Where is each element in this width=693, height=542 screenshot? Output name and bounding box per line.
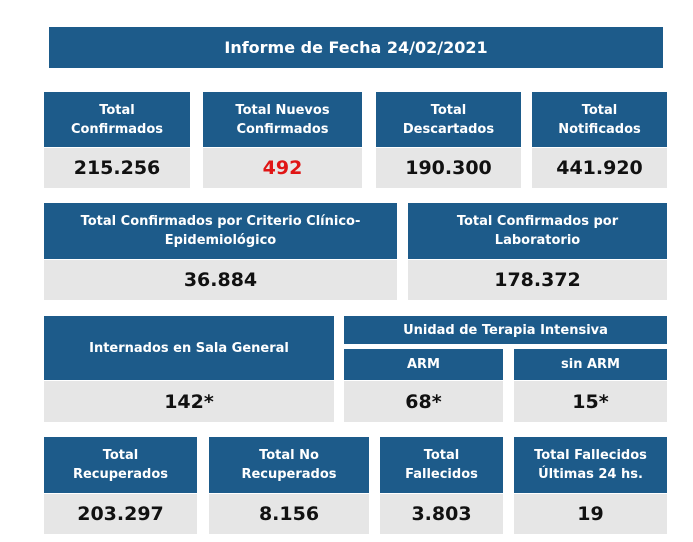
total-recuperados-value: 203.297 <box>44 494 197 534</box>
total-recuperados-label: Total Recuperados <box>44 437 197 493</box>
total-nuevos-confirmados-label: Total Nuevos Confirmados <box>203 92 362 147</box>
total-notificados-label: Total Notificados <box>532 92 667 147</box>
arm-value: 68* <box>344 381 503 422</box>
criterio-clinico-label: Total Confirmados por Criterio Clínico- … <box>44 203 397 259</box>
total-confirmados-label: Total Confirmados <box>44 92 190 147</box>
laboratorio-label: Total Confirmados por Laboratorio <box>408 203 667 259</box>
arm-label: ARM <box>344 349 503 380</box>
sala-general-value: 142* <box>44 381 334 422</box>
uti-title: Unidad de Terapia Intensiva <box>344 316 667 344</box>
total-confirmados-value: 215.256 <box>44 148 190 188</box>
total-no-recuperados-value: 8.156 <box>209 494 369 534</box>
total-nuevos-confirmados-value: 492 <box>203 148 362 188</box>
total-fallecidos-label: Total Fallecidos <box>380 437 503 493</box>
laboratorio-value: 178.372 <box>408 260 667 300</box>
total-descartados-label: Total Descartados <box>376 92 521 147</box>
fallecidos-24hs-label: Total Fallecidos Últimas 24 hs. <box>514 437 667 493</box>
total-no-recuperados-label: Total No Recuperados <box>209 437 369 493</box>
fallecidos-24hs-value: 19 <box>514 494 667 534</box>
sala-general-label: Internados en Sala General <box>44 316 334 380</box>
criterio-clinico-value: 36.884 <box>44 260 397 300</box>
total-descartados-value: 190.300 <box>376 148 521 188</box>
total-fallecidos-value: 3.803 <box>380 494 503 534</box>
report-title: Informe de Fecha 24/02/2021 <box>49 27 663 68</box>
sin-arm-label: sin ARM <box>514 349 667 380</box>
sin-arm-value: 15* <box>514 381 667 422</box>
total-notificados-value: 441.920 <box>532 148 667 188</box>
